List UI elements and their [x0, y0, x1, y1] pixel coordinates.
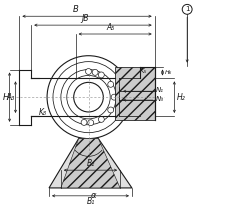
- Circle shape: [111, 94, 117, 100]
- Circle shape: [92, 69, 98, 75]
- Text: B₁: B₁: [86, 197, 94, 206]
- Circle shape: [107, 81, 113, 87]
- Text: B: B: [72, 5, 78, 14]
- Text: 1: 1: [184, 6, 189, 12]
- Text: N₃: N₃: [155, 96, 163, 102]
- Polygon shape: [61, 139, 120, 188]
- Text: K₅: K₅: [139, 69, 147, 74]
- Circle shape: [87, 120, 93, 126]
- Circle shape: [107, 107, 113, 113]
- Circle shape: [98, 72, 104, 78]
- Circle shape: [85, 69, 91, 74]
- Text: H: H: [2, 93, 8, 102]
- Text: B₂: B₂: [86, 159, 94, 168]
- Text: N₁: N₁: [155, 87, 163, 93]
- Text: JB: JB: [81, 14, 88, 23]
- Polygon shape: [115, 67, 154, 120]
- Text: H₆: H₆: [164, 70, 171, 75]
- Text: H₂: H₂: [176, 93, 184, 102]
- Text: A₃: A₃: [6, 93, 14, 102]
- Circle shape: [81, 119, 87, 125]
- Text: K₈: K₈: [39, 108, 47, 117]
- Text: α: α: [90, 191, 96, 200]
- Text: A₅: A₅: [106, 23, 114, 32]
- Polygon shape: [49, 139, 131, 188]
- Circle shape: [98, 116, 104, 122]
